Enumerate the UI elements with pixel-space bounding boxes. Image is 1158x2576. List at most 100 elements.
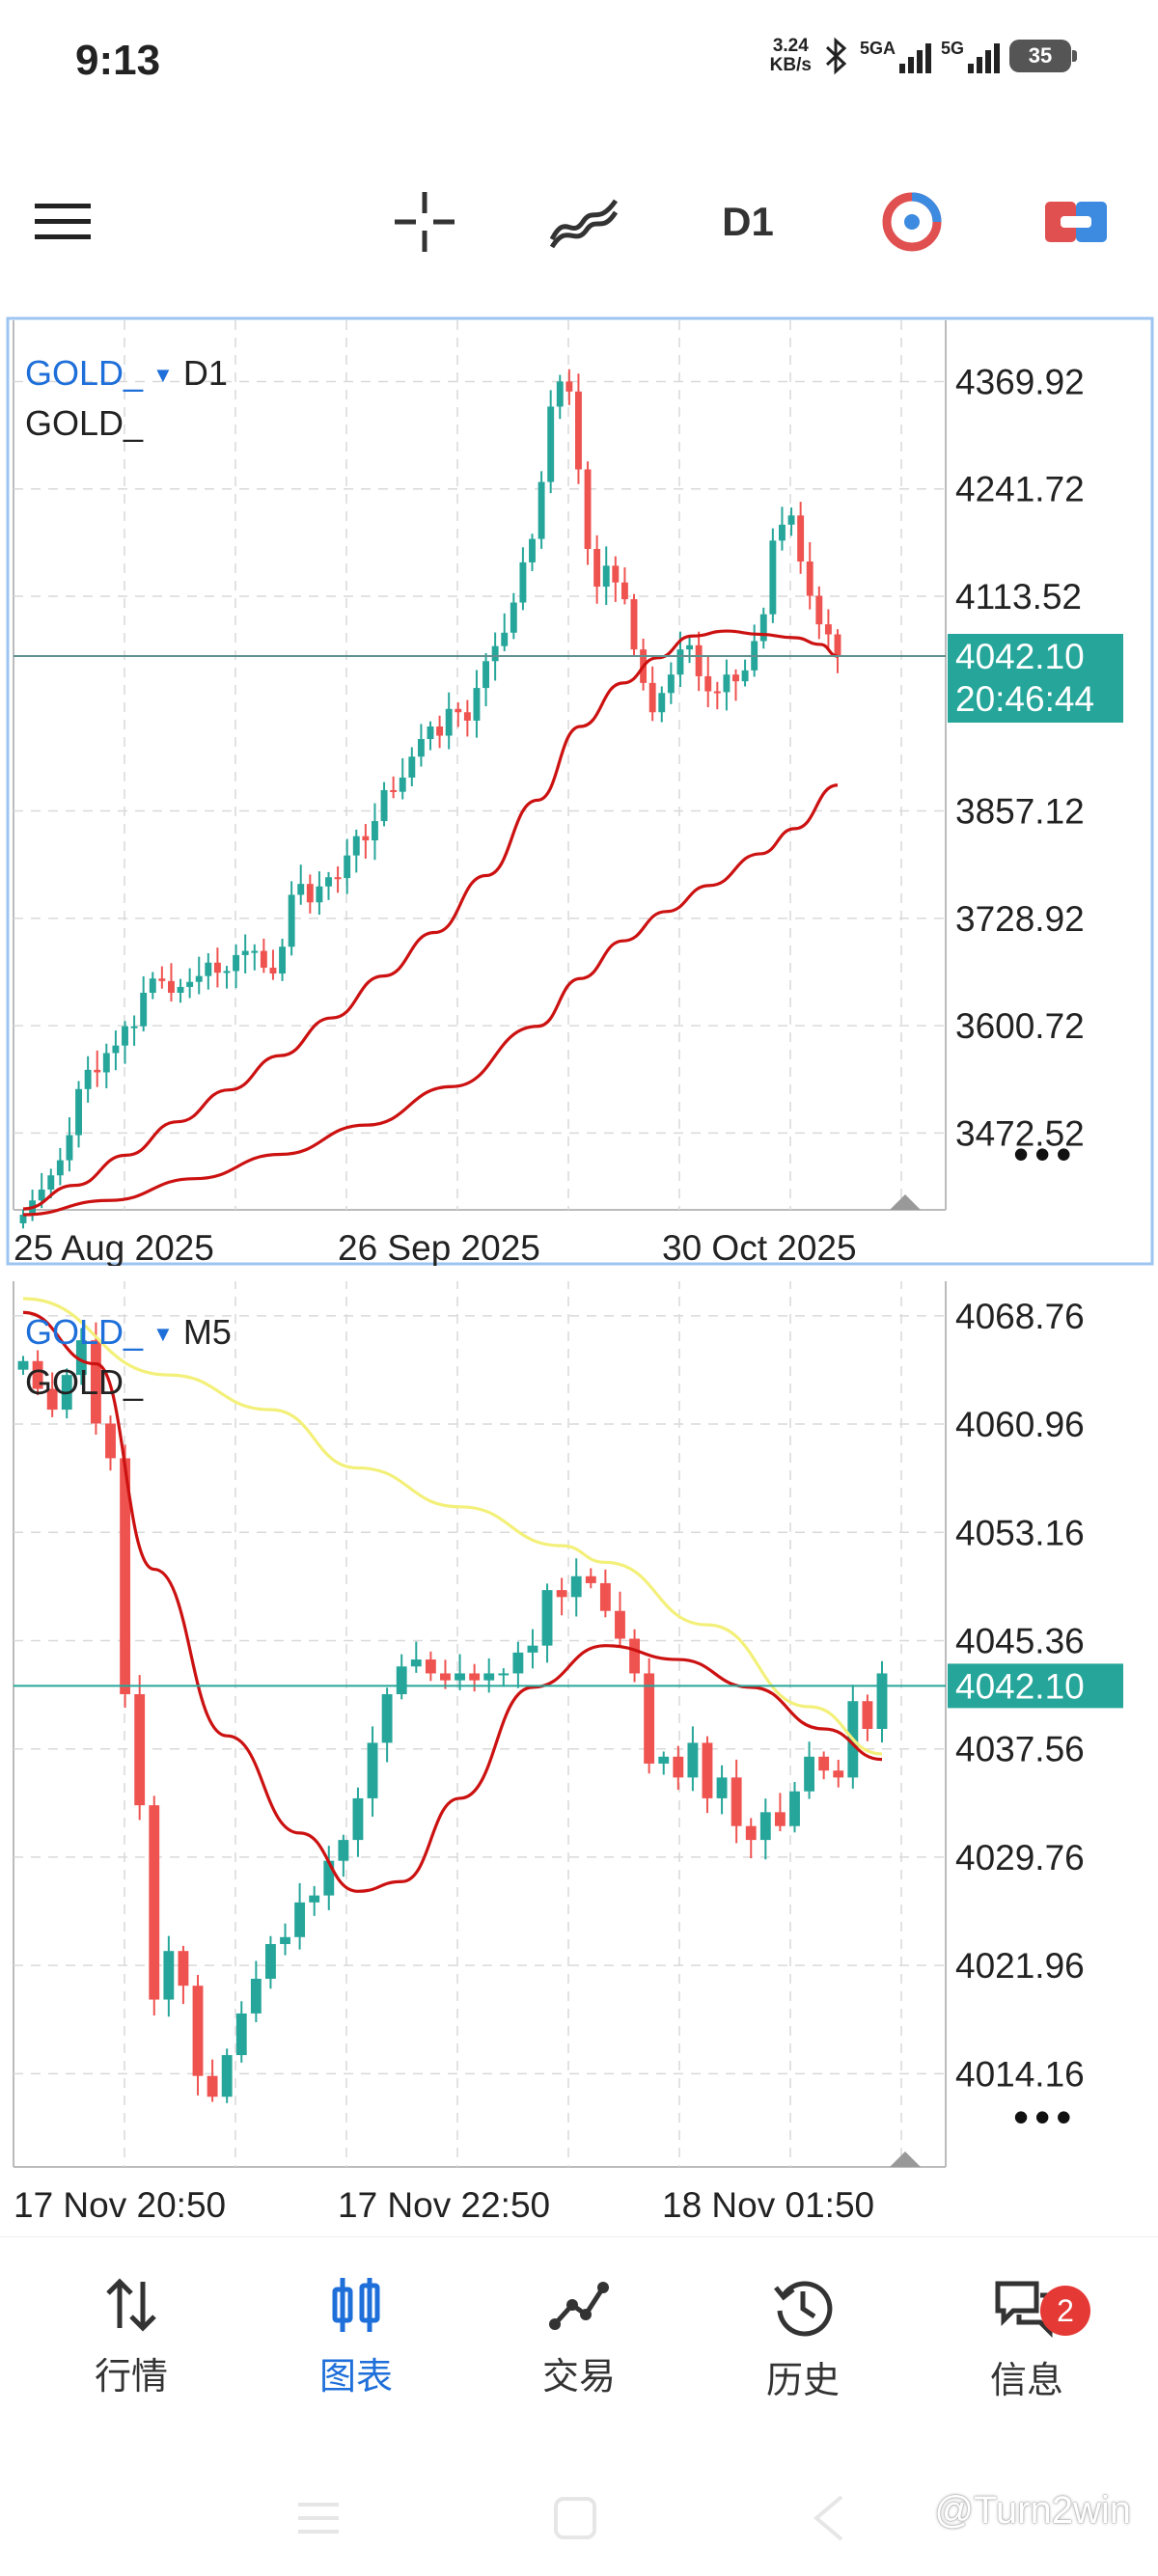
nav-messages[interactable]: 2 信息 xyxy=(950,2276,1104,2403)
crosshair-button[interactable] xyxy=(386,169,463,275)
chart-d1-symbol[interactable]: GOLD_ xyxy=(25,353,144,393)
candle xyxy=(491,645,499,662)
candle xyxy=(32,1360,43,1389)
price-tag xyxy=(948,634,1123,724)
candle xyxy=(381,1694,393,1743)
chart-d1-indicator-label: GOLD_ xyxy=(25,403,144,443)
candle xyxy=(702,1742,713,1798)
chart-d1-symbol-line: GOLD_ ▼ D1 xyxy=(25,353,228,394)
candle xyxy=(440,1673,451,1681)
candle xyxy=(498,1673,510,1676)
recent-apps-icon[interactable] xyxy=(294,2497,343,2539)
candle xyxy=(186,981,194,987)
chart-d1[interactable]: 4369.92 4241.72 4113.52 3857.12 3728.92 3600.… xyxy=(0,316,1158,1266)
chart-m5-timeframe: M5 xyxy=(182,1312,232,1352)
price-tag-countdown: 20:46:44 xyxy=(955,679,1094,719)
candle xyxy=(149,978,156,994)
menu-button[interactable] xyxy=(29,169,96,275)
net-speed: 3.24 KB/s xyxy=(770,37,812,75)
chevron-down-icon[interactable]: ▼ xyxy=(152,363,174,388)
candle xyxy=(84,1069,92,1089)
chart-m5[interactable]: 4068.76 4060.96 4053.16 4045.36 4037.56 4029.… xyxy=(0,1281,1158,2227)
nav-quotes[interactable]: 行情 xyxy=(54,2276,208,2399)
y-tick-label: 4021.96 xyxy=(955,1946,1085,1986)
y-tick-label: 4037.56 xyxy=(955,1730,1085,1769)
period-button[interactable]: D1 xyxy=(722,199,774,244)
candle xyxy=(410,1659,422,1667)
candle xyxy=(804,1756,815,1792)
indicators-button[interactable] xyxy=(545,169,622,275)
chart-d1-more-button[interactable]: ••• xyxy=(1013,1129,1078,1179)
candle xyxy=(223,971,231,973)
moving-average-line xyxy=(22,783,839,1217)
sim1-signal: 5GA xyxy=(860,39,931,73)
candle xyxy=(529,538,536,562)
nav-history[interactable]: 历史 xyxy=(726,2276,880,2403)
candle xyxy=(599,1582,611,1611)
x-tick-label: 25 Aug 2025 xyxy=(14,1228,214,1266)
x-tick-label: 18 Nov 01:50 xyxy=(662,2185,874,2225)
chart-icon xyxy=(332,2278,380,2332)
signal-bars-icon xyxy=(968,39,1000,73)
candle xyxy=(512,1652,524,1674)
candle xyxy=(47,1175,55,1190)
candle xyxy=(265,1944,276,1979)
price-tag-value: 4042.10 xyxy=(955,1666,1085,1706)
candle xyxy=(233,954,240,972)
candle xyxy=(396,1666,407,1695)
candle xyxy=(787,515,795,525)
candle xyxy=(815,595,823,625)
chart-m5-more-button[interactable]: ••• xyxy=(1013,2092,1078,2142)
hamburger-icon xyxy=(35,204,91,239)
candle xyxy=(134,1694,146,1806)
candle xyxy=(741,670,749,682)
candle xyxy=(779,524,786,541)
candle xyxy=(584,469,592,549)
crosshair-icon xyxy=(395,192,455,252)
candle xyxy=(759,1812,771,1841)
candle xyxy=(178,1951,189,1987)
candle xyxy=(334,877,342,880)
candle xyxy=(862,1701,873,1729)
candle xyxy=(38,1189,45,1201)
candle xyxy=(251,950,259,953)
candle xyxy=(797,515,805,562)
candle xyxy=(519,562,527,603)
clock-icon xyxy=(882,192,942,252)
chart-m5-symbol-line: GOLD_ ▼ M5 xyxy=(25,1312,232,1353)
candle xyxy=(56,1160,64,1176)
back-icon[interactable] xyxy=(809,2493,847,2543)
scroll-marker-icon xyxy=(890,2151,921,2167)
nav-chart[interactable]: 图表 xyxy=(279,2276,433,2399)
candle xyxy=(362,836,370,841)
candle xyxy=(723,674,731,693)
battery-level: 35 xyxy=(1028,43,1053,68)
chart-d1-canvas[interactable]: 4369.92 4241.72 4113.52 3857.12 3728.92 3600.… xyxy=(0,316,1158,1266)
one-click-trade-button[interactable] xyxy=(1037,169,1115,275)
messages-badge: 2 xyxy=(1040,2286,1090,2336)
candle xyxy=(352,836,360,856)
candle xyxy=(602,565,610,588)
nav-trade[interactable]: 交易 xyxy=(502,2276,656,2399)
nav-chart-label: 图表 xyxy=(318,2357,393,2398)
chart-m5-canvas[interactable]: 4068.76 4060.96 4053.16 4045.36 4037.56 4029.… xyxy=(0,1281,1158,2227)
candle xyxy=(105,1423,116,1459)
y-tick-label: 4060.96 xyxy=(955,1405,1085,1444)
chart-m5-symbol[interactable]: GOLD_ xyxy=(25,1312,144,1352)
candle xyxy=(620,582,628,600)
home-icon[interactable] xyxy=(552,2495,598,2541)
nav-quotes-label: 行情 xyxy=(94,2357,168,2398)
candle xyxy=(297,884,305,895)
candle xyxy=(112,1045,120,1054)
candle xyxy=(658,1756,670,1764)
bottom-nav: 行情 图表 交易 历史 2 信息 xyxy=(0,2236,1158,2401)
chevron-down-icon[interactable]: ▼ xyxy=(152,1322,174,1347)
candle xyxy=(288,894,295,947)
battery-icon: 35 xyxy=(1009,40,1077,72)
timer-button[interactable] xyxy=(873,169,951,275)
candle xyxy=(824,624,832,635)
y-tick-label: 4014.16 xyxy=(955,2054,1085,2094)
candle xyxy=(120,1458,131,1695)
candle xyxy=(789,1791,800,1826)
moving-average-line xyxy=(22,1310,883,1893)
